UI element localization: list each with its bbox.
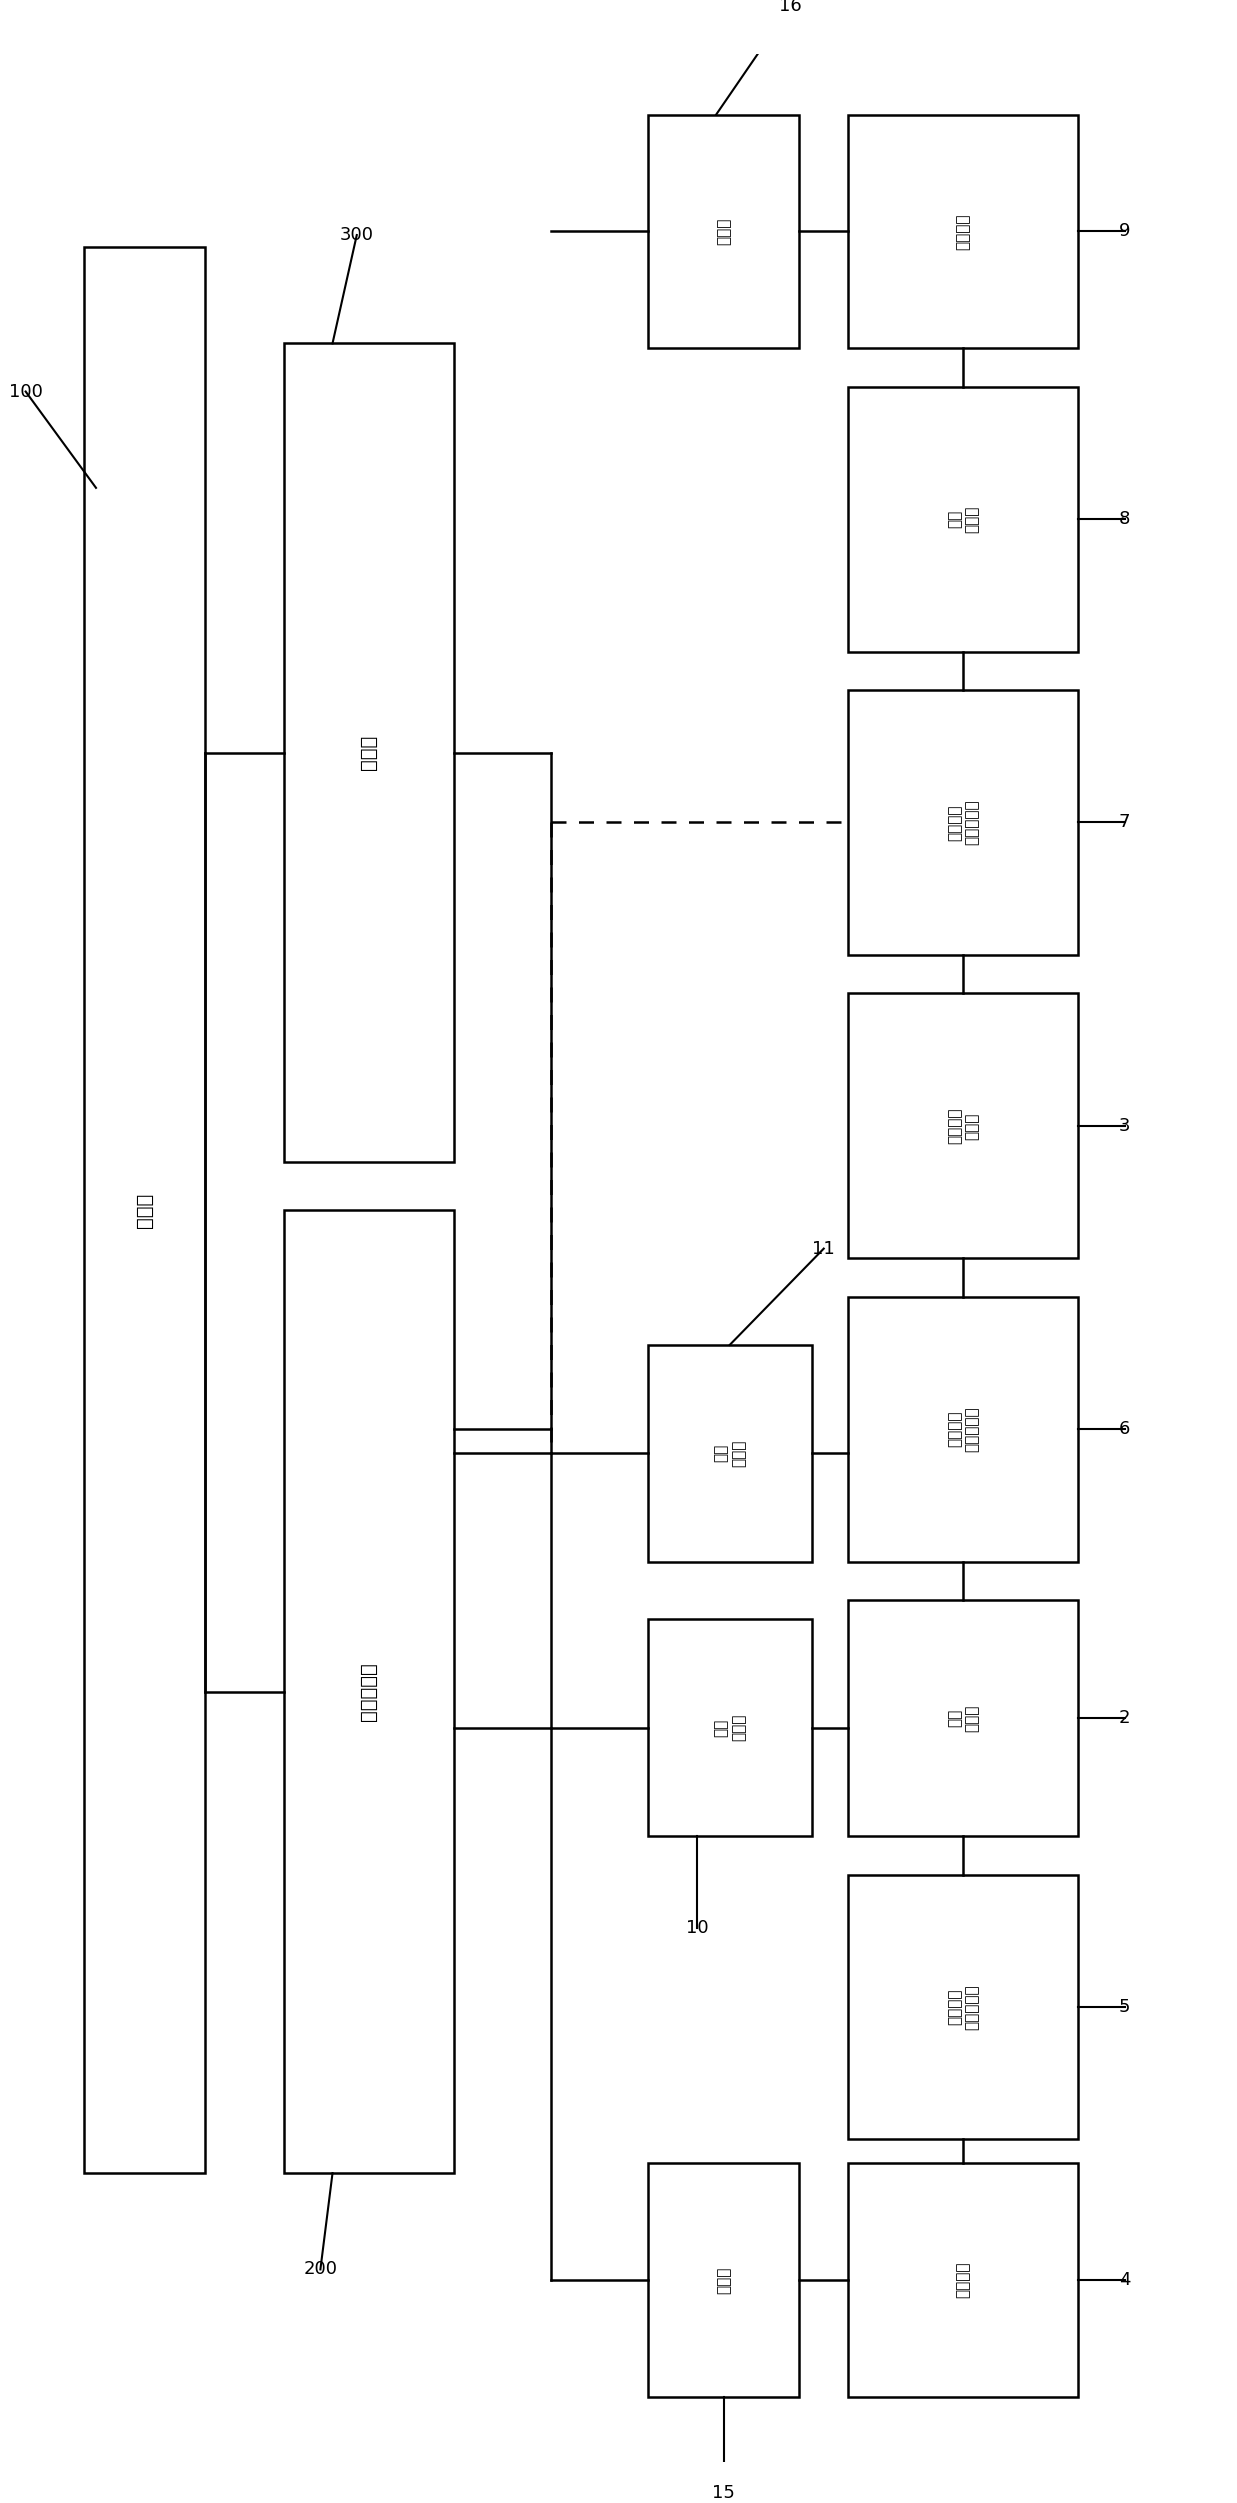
Bar — [849, 994, 1079, 1259]
Bar — [849, 115, 1079, 348]
Text: 控制器: 控制器 — [360, 736, 379, 771]
Text: 4: 4 — [1118, 2270, 1131, 2290]
Text: 7: 7 — [1118, 813, 1131, 831]
Text: 待测
变速箱: 待测 变速箱 — [948, 1705, 980, 1732]
Bar — [849, 1875, 1079, 2140]
Text: 300: 300 — [340, 225, 374, 245]
Text: 16: 16 — [779, 0, 802, 15]
Text: 10: 10 — [685, 1917, 709, 1937]
Bar — [648, 1344, 811, 1562]
Text: 驱动电机: 驱动电机 — [956, 2263, 971, 2298]
Text: 11: 11 — [813, 1239, 835, 1257]
Bar — [849, 691, 1079, 956]
Bar — [849, 1599, 1079, 1837]
Bar — [285, 343, 454, 1161]
Text: 100: 100 — [9, 383, 42, 400]
Bar — [648, 2163, 799, 2398]
Text: 第二扰矩
转速传感器: 第二扰矩 转速传感器 — [948, 1407, 980, 1452]
Text: 振动
传感器: 振动 传感器 — [714, 1715, 746, 1742]
Text: 数据采集卡: 数据采集卡 — [360, 1662, 379, 1722]
Text: 5: 5 — [1118, 1997, 1131, 2015]
Bar — [84, 248, 205, 2173]
Bar — [849, 2163, 1079, 2398]
Text: 第三扰矩
转速传感器: 第三扰矩 转速传感器 — [948, 798, 980, 846]
Text: 上位机: 上位机 — [135, 1191, 155, 1226]
Text: 3: 3 — [1118, 1116, 1131, 1134]
Text: 2: 2 — [1118, 1710, 1131, 1727]
Text: 15: 15 — [713, 2485, 735, 2503]
Text: 变频器: 变频器 — [716, 218, 731, 245]
Bar — [648, 1619, 811, 1837]
Text: 200: 200 — [303, 2260, 338, 2278]
Bar — [849, 1297, 1079, 1562]
Text: 倍试
齿轮箱: 倍试 齿轮箱 — [948, 506, 980, 533]
Bar — [285, 1209, 454, 2173]
Text: 噪声
传感器: 噪声 传感器 — [714, 1439, 746, 1467]
Text: 第一扰矩
转速传感器: 第一扰矩 转速传感器 — [948, 1985, 980, 2030]
Text: 待测液力
变矩器: 待测液力 变矩器 — [948, 1109, 980, 1144]
Bar — [648, 115, 799, 348]
Text: 加载电机: 加载电机 — [956, 213, 971, 250]
Text: 变频器: 变频器 — [716, 2268, 731, 2293]
Text: 9: 9 — [1118, 223, 1131, 240]
Text: 8: 8 — [1118, 511, 1131, 528]
Bar — [849, 388, 1079, 651]
Text: 6: 6 — [1118, 1419, 1131, 1439]
